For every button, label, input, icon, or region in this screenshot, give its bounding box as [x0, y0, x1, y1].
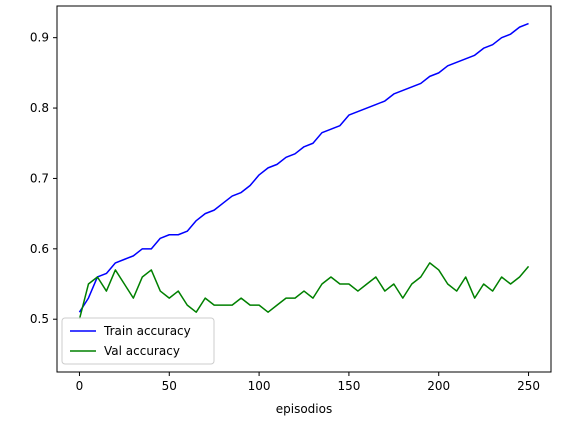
x-axis-label: episodios	[276, 402, 332, 416]
plot-frame	[56, 5, 552, 373]
y-tick-label: 0.7	[30, 171, 49, 185]
y-tick-label: 0.5	[30, 312, 49, 326]
x-tick-label: 100	[248, 379, 271, 393]
x-tick-label: 0	[76, 379, 84, 393]
x-tick-label: 50	[162, 379, 177, 393]
plot-area	[78, 22, 530, 320]
legend-entry: Val accuracy	[104, 344, 180, 358]
x-tick-label: 250	[517, 379, 540, 393]
legend-entry: Train accuracy	[103, 324, 191, 338]
series-line-train	[78, 22, 529, 313]
y-tick-label: 0.6	[30, 242, 49, 256]
y-tick-label: 0.8	[30, 101, 49, 115]
legend: Train accuracy Val accuracy	[61, 317, 215, 365]
legend-box	[61, 317, 215, 365]
x-tick-label: 200	[427, 379, 450, 393]
y-tick-label: 0.9	[30, 31, 49, 45]
x-tick-label: 150	[337, 379, 360, 393]
x-axis: 0 50 100 150 200 250	[76, 372, 540, 393]
y-axis: 0.5 0.6 0.7 0.8 0.9	[30, 31, 57, 326]
series-line-val	[78, 262, 530, 320]
